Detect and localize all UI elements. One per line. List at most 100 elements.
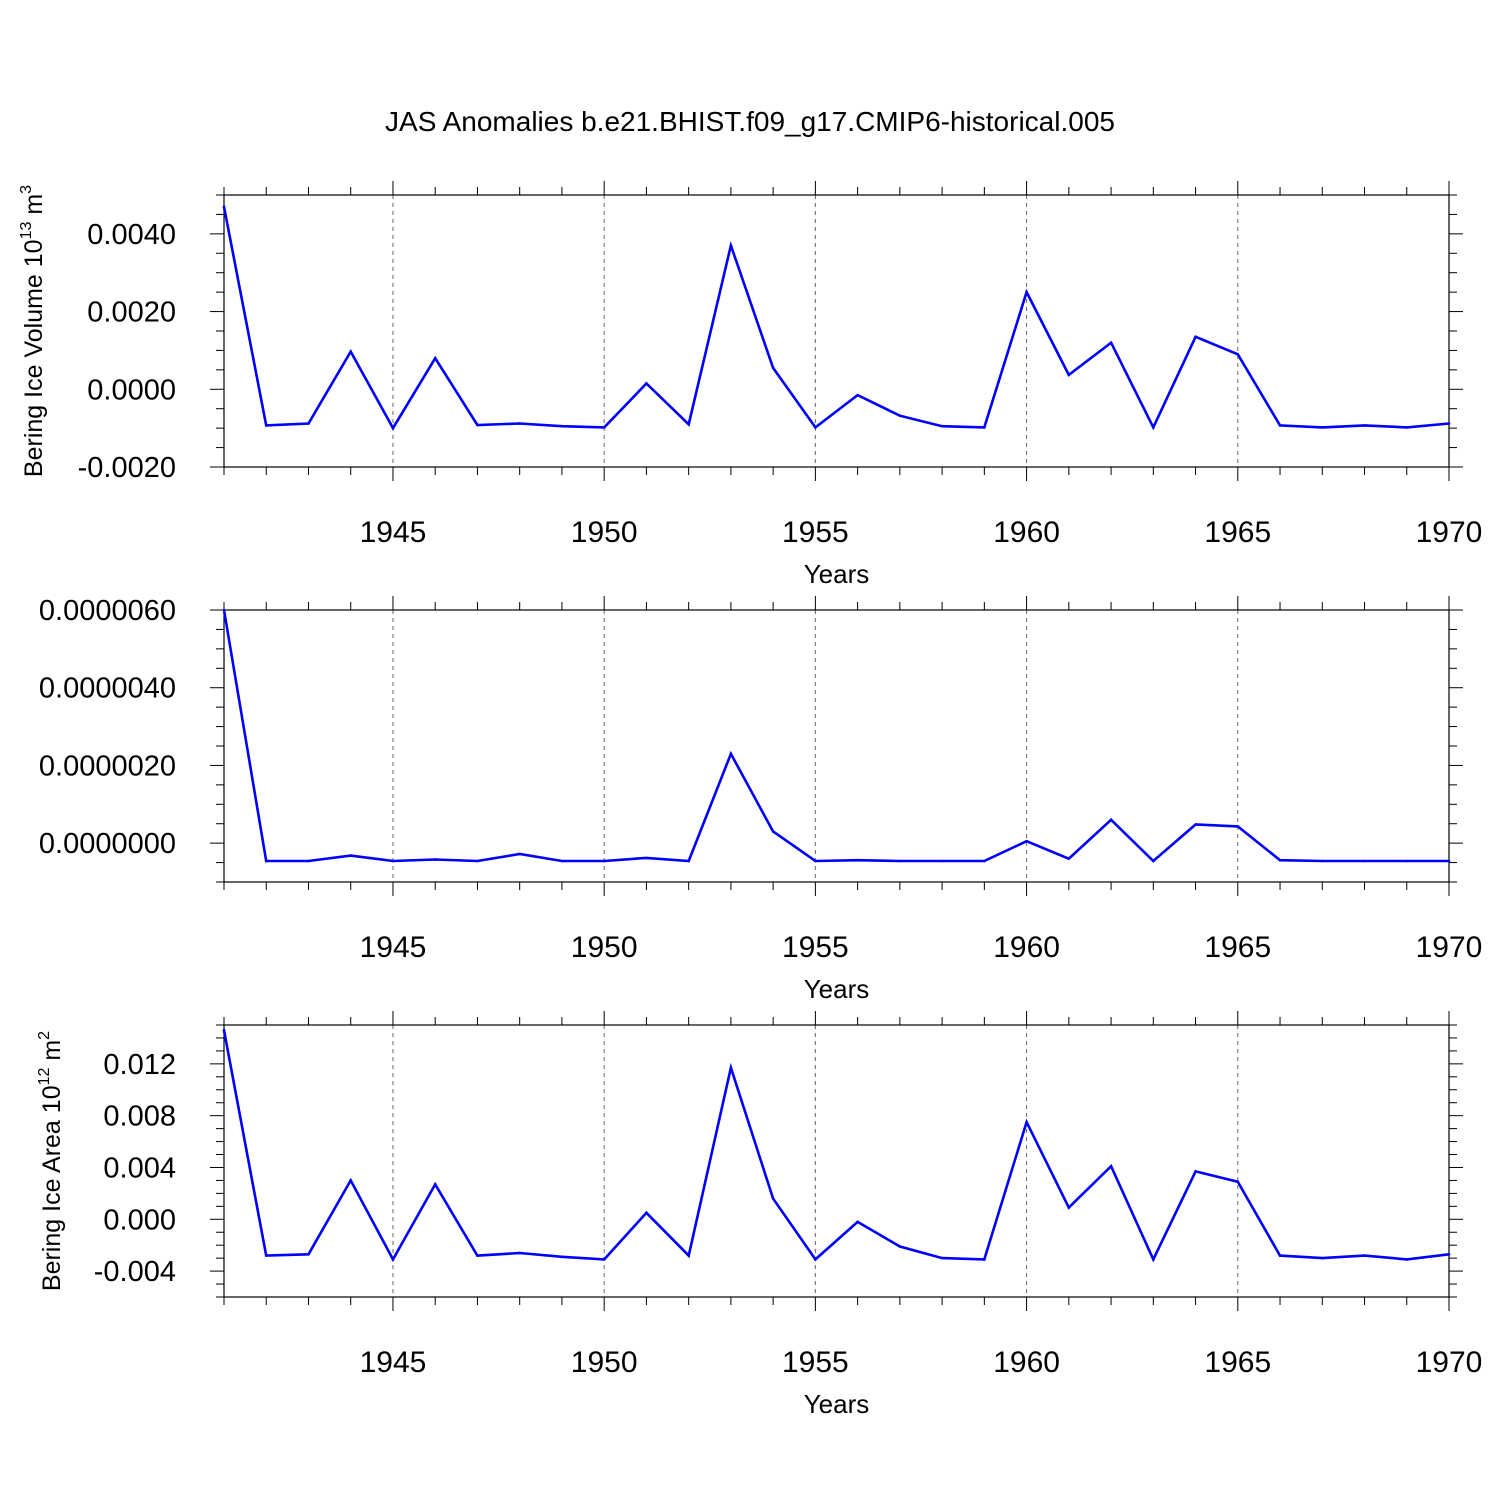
data-point (1405, 1258, 1409, 1261)
x-tick-label: 1955 (782, 516, 849, 549)
data-point (940, 859, 944, 863)
data-point (645, 856, 648, 860)
data-point (856, 858, 859, 862)
data-point (391, 426, 395, 430)
data-point (1025, 1120, 1028, 1124)
data-point (433, 356, 437, 360)
x-tick-label: 1945 (360, 931, 427, 964)
data-point (1236, 1180, 1240, 1184)
data-point (307, 1252, 310, 1256)
x-axis-label: Years (804, 974, 870, 1004)
data-point (264, 1254, 268, 1257)
data-point (1109, 1164, 1113, 1168)
data-point (940, 1256, 944, 1260)
data-point (1405, 426, 1409, 429)
data-point (856, 1220, 859, 1224)
data-point (771, 366, 775, 370)
data-point (433, 1183, 437, 1186)
data-point (1152, 1258, 1155, 1261)
y-axis-label: Bering Ice Volume 1013 m3 (18, 185, 48, 477)
y-tick-label: 0.0020 (87, 297, 176, 329)
plot-frame (223, 1024, 1450, 1298)
data-point (1067, 373, 1071, 377)
data-point (349, 1179, 353, 1182)
data-point (856, 393, 859, 397)
data-point (1278, 424, 1282, 427)
data-point (1194, 1170, 1197, 1173)
data-point (1152, 426, 1155, 429)
data-point (602, 426, 606, 429)
data-point (222, 608, 226, 612)
y-tick-label: 0.0000 (87, 374, 176, 406)
data-point (602, 859, 606, 863)
y-tick-label: 0.000 (103, 1204, 176, 1236)
series-line (222, 1029, 1450, 1263)
data-point (1320, 426, 1324, 429)
x-tick-label: 1960 (993, 931, 1060, 964)
y-tick-label: 0.012 (103, 1049, 176, 1081)
data-point (1405, 859, 1409, 863)
x-axis-label: Years (804, 1389, 870, 1419)
chart-panels: 0.0040 0.0020 0.0000 -0.0020 1945 1950 1955 196… (18, 181, 1482, 1419)
data-point (1025, 290, 1028, 294)
data-point (1278, 858, 1282, 862)
y-tick-label: 0.0000020 (39, 750, 176, 782)
data-point (898, 859, 902, 863)
data-point (1025, 839, 1028, 843)
y-axis-label-text: Bering Ice Area 10 (38, 1085, 66, 1291)
data-point (1363, 859, 1366, 863)
chart-panel-1: 0.0040 0.0020 0.0000 -0.0020 1945 1950 1955 196… (18, 181, 1482, 589)
data-point (222, 1028, 226, 1032)
y-tick-label: 0.008 (103, 1101, 176, 1133)
data-point (1152, 859, 1155, 863)
x-axis-label: Years (804, 559, 870, 589)
data-point (349, 350, 353, 353)
data-point (391, 859, 395, 863)
data-point (729, 752, 733, 756)
data-point (687, 422, 690, 426)
y-axis-label-unit-exponent: 3 (18, 185, 35, 194)
x-tick-label: 1950 (571, 516, 638, 549)
data-point (433, 858, 437, 861)
x-tick-label: 1955 (782, 1346, 849, 1379)
x-tick-label: 1950 (571, 931, 638, 964)
data-point (307, 859, 310, 863)
data-point (560, 1255, 564, 1259)
data-point (814, 859, 817, 863)
data-point (771, 1197, 775, 1200)
data-point (1067, 1206, 1071, 1209)
data-point (1363, 424, 1366, 427)
y-axis-label: Bering Ice Area 1012 m2 (36, 1031, 66, 1291)
data-point (983, 1258, 986, 1261)
data-point (898, 1245, 902, 1248)
data-point (518, 1251, 521, 1255)
data-point (687, 859, 690, 863)
series-line (222, 609, 1449, 863)
y-tick-label: 0.0040 (87, 219, 176, 251)
x-tick-label: 1945 (360, 1346, 427, 1379)
data-point (391, 1258, 395, 1261)
y-axis-label-unit: m (20, 194, 48, 222)
y-axis-label-text: Bering Ice Volume 10 (20, 239, 48, 477)
y-tick-label: 0.0000040 (39, 673, 176, 705)
x-tick-label: 1960 (993, 1346, 1060, 1379)
data-point (1194, 335, 1197, 339)
x-tick-label: 1970 (1416, 931, 1483, 964)
y-axis-label-unit: m (38, 1040, 66, 1068)
data-point (940, 424, 944, 428)
data-point (1363, 1254, 1366, 1257)
x-tick-label: 1960 (993, 516, 1060, 549)
chart-title: JAS Anomalies b.e21.BHIST.f09_g17.CMIP6-… (385, 106, 1115, 137)
y-axis-label-exponent: 13 (18, 222, 35, 240)
data-point (264, 424, 268, 427)
data-point (729, 244, 733, 247)
data-point (1447, 1252, 1451, 1256)
chart-panel-2: 0.0000060 0.0000040 0.0000020 0.0000000 1945… (39, 595, 1482, 1004)
data-point (1278, 1254, 1282, 1257)
data-point (1194, 823, 1197, 826)
y-tick-label: 0.0000000 (39, 828, 176, 860)
x-tick-label: 1970 (1416, 516, 1483, 549)
y-axis-label-unit-exponent: 2 (36, 1031, 53, 1040)
data-point (1320, 859, 1324, 863)
